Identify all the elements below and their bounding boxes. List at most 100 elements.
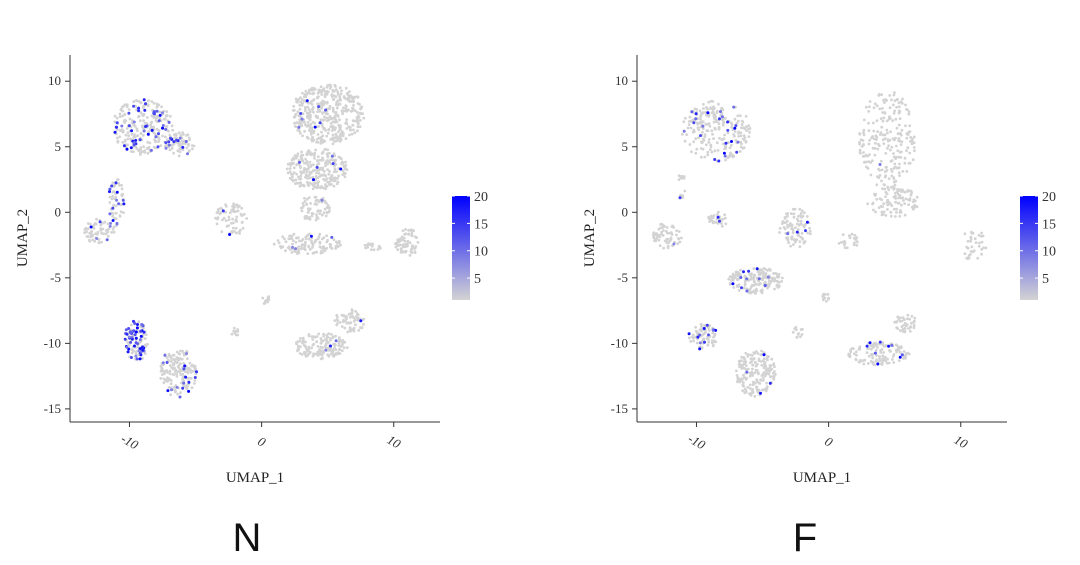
cell-point-expressing (157, 132, 160, 136)
cell-point-expressing (731, 282, 735, 286)
cell-point (885, 201, 889, 204)
cell-point (170, 146, 174, 150)
cell-point (318, 232, 322, 236)
cell-point (700, 328, 704, 332)
cell-point (750, 357, 753, 361)
cell-point (165, 114, 169, 117)
cell-point-expressing (137, 349, 141, 353)
cell-point-expressing (117, 202, 121, 206)
cell-point (338, 321, 342, 324)
cell-point (707, 141, 711, 144)
cell-point (710, 129, 714, 133)
cell-point-expressing (138, 338, 142, 342)
cell-point (236, 330, 240, 333)
cell-point (124, 133, 128, 137)
cell-point (169, 382, 173, 386)
cell-point (792, 215, 796, 219)
cell-point (353, 95, 357, 99)
cell-point (866, 362, 870, 365)
cell-point (760, 288, 764, 292)
cell-point (317, 235, 321, 239)
cell-point (898, 117, 902, 120)
cell-point (888, 349, 891, 352)
cell-point-expressing (184, 140, 188, 143)
cell-point (310, 126, 314, 129)
cell-point (338, 102, 342, 106)
cell-point (338, 137, 342, 141)
cell-point (895, 211, 898, 214)
cell-point (741, 389, 744, 392)
cell-point (300, 98, 304, 101)
cell-point (903, 321, 907, 325)
cell-point (295, 181, 298, 185)
cell-point-expressing (135, 357, 139, 361)
cell-point (891, 103, 895, 107)
cell-point (113, 216, 116, 220)
cell-point (886, 198, 890, 202)
cell-point (675, 229, 678, 233)
cell-point-expressing (156, 145, 160, 149)
cell-point-expressing (122, 202, 126, 206)
cell-point (307, 333, 311, 336)
cell-point (312, 131, 315, 135)
cell-point (862, 362, 866, 366)
cell-point (155, 127, 159, 131)
x-tick-label: 0 (822, 433, 836, 449)
cell-point (110, 197, 114, 201)
cell-point-expressing (745, 289, 749, 293)
cell-point (351, 107, 355, 111)
cell-point (334, 85, 337, 88)
cell-point (716, 149, 720, 152)
cell-point (741, 120, 745, 124)
cell-point-expressing (698, 333, 702, 337)
cell-point (748, 371, 752, 375)
cell-point (372, 248, 376, 252)
cell-point (315, 250, 319, 254)
cell-point (172, 362, 176, 366)
cell-point-expressing (766, 275, 770, 279)
cell-point (755, 282, 759, 286)
cell-point (221, 218, 224, 222)
cell-point (129, 323, 133, 327)
cell-point (740, 126, 743, 130)
cell-point-expressing (699, 134, 702, 138)
cell-point (980, 252, 983, 256)
cell-point (873, 141, 877, 145)
cell-point (707, 122, 711, 126)
cell-point (331, 138, 335, 142)
cell-point (721, 217, 725, 221)
cell-point (312, 335, 315, 338)
cell-point (324, 129, 328, 132)
cell-point (315, 340, 318, 343)
cell-point (699, 120, 703, 123)
cell-point (88, 239, 92, 243)
cell-point (868, 100, 872, 103)
cell-point (165, 356, 169, 359)
cell-point (889, 214, 893, 218)
cell-point (716, 222, 720, 225)
cell-point (300, 153, 304, 157)
colorbar-gradient (1020, 196, 1038, 300)
cell-point (748, 131, 751, 134)
cell-point-expressing (193, 376, 197, 379)
cell-point (303, 196, 306, 200)
cell-point (309, 113, 312, 117)
cell-point (342, 132, 345, 135)
cell-point (330, 117, 333, 121)
x-tick-label: -10 (685, 431, 708, 453)
cell-point (319, 85, 323, 89)
cell-point (885, 361, 889, 365)
cell-point (89, 234, 93, 237)
cell-point (296, 340, 300, 344)
cell-point (305, 180, 309, 184)
cell-point (696, 126, 700, 130)
cell-point-expressing (127, 327, 131, 330)
cell-point-expressing (221, 209, 225, 213)
cell-point (795, 335, 799, 339)
cell-point (236, 205, 240, 209)
cell-point (311, 108, 314, 112)
cell-point (762, 273, 766, 277)
cell-point (702, 139, 706, 142)
cell-point (854, 350, 858, 354)
cell-point (175, 372, 179, 376)
